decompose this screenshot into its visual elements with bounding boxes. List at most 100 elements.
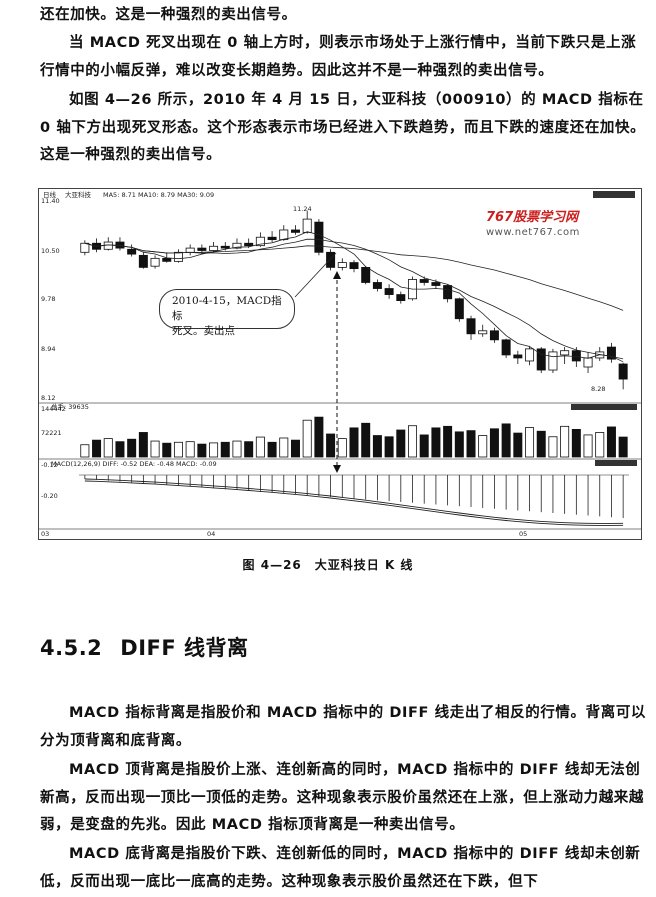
site-watermark: 767股票学习网 www.net767.com <box>486 206 580 238</box>
kline-chart: 日线 大亚科技 MA5: 8.71 MA10: 8.79 MA30: 9.09 … <box>39 190 641 538</box>
volume-bar <box>525 427 535 458</box>
price-label-top: 11.40 <box>41 197 60 205</box>
volume-bar <box>501 423 511 458</box>
volume-bar <box>92 439 102 458</box>
volume-bar <box>361 422 371 458</box>
candle-body <box>197 247 207 251</box>
candle-body <box>454 298 464 320</box>
callout-line-1: 2010-4-15，MACD指标 <box>172 295 282 322</box>
macd-label-top: -0.12 <box>41 461 58 469</box>
volume-bar <box>326 433 336 458</box>
chart-tag-volume <box>571 404 637 410</box>
volume-bar <box>372 435 382 458</box>
candle-body <box>478 330 488 335</box>
candle-body <box>244 242 254 247</box>
candle-body <box>618 363 628 380</box>
candle-body <box>384 288 394 295</box>
volume-bar <box>548 436 558 458</box>
candle-body <box>349 262 359 270</box>
candle-body <box>396 294 406 302</box>
chart-tag-top <box>593 191 635 198</box>
volume-label-mid: 72221 <box>41 429 62 437</box>
volume-bar <box>115 441 125 458</box>
volume-bar <box>384 436 394 458</box>
volume-bar <box>255 436 265 458</box>
candle-body <box>501 339 511 356</box>
death-cross-callout: 2010-4-15，MACD指标 死叉。卖出点 <box>159 289 295 337</box>
volume-bar <box>138 432 148 458</box>
volume-bar <box>595 432 605 458</box>
paragraph-example: 如图 4—26 所示，2010 年 4 月 15 日，大亚科技（000910）的… <box>40 92 646 163</box>
candle-body <box>127 248 137 255</box>
candle-body <box>372 282 382 289</box>
signal-arrow-down <box>333 465 341 473</box>
low-price-label: 8.28 <box>591 385 605 393</box>
candle-body <box>80 242 90 253</box>
x-label-05: 05 <box>519 530 527 538</box>
callout-line-2: 死叉。卖出点 <box>172 325 235 337</box>
candle-body <box>290 229 300 233</box>
candle-body <box>150 257 160 267</box>
volume-bar <box>314 416 324 458</box>
volume-bar <box>396 429 406 458</box>
volume-bar <box>279 437 289 458</box>
candle-body <box>560 350 570 356</box>
candle-body <box>138 254 148 268</box>
candle-body <box>536 348 546 371</box>
volume-bar <box>337 438 347 458</box>
x-label-04: 04 <box>207 530 215 538</box>
candle-body <box>302 218 312 233</box>
candle-body <box>431 282 441 286</box>
paragraph-bottom-divergence: MACD 底背离是指股价下跌、连创新低的同时，MACD 指标中的 DIFF 线却… <box>40 846 641 890</box>
macd-label-bottom: -0.20 <box>41 492 58 500</box>
volume-bar <box>560 425 570 458</box>
volume-bar <box>162 442 172 458</box>
candle-body <box>103 241 113 250</box>
volume-bar <box>431 427 441 458</box>
volume-bar <box>290 439 300 458</box>
candle-body <box>162 257 172 262</box>
volume-bar <box>513 432 523 458</box>
volume-bar <box>150 440 160 458</box>
volume-bar <box>232 440 242 458</box>
volume-bar <box>618 436 628 458</box>
volume-bar <box>606 426 616 458</box>
price-label-4: 8.94 <box>41 345 55 353</box>
volume-bar <box>209 442 219 458</box>
volume-bar <box>454 431 464 458</box>
ma30-line <box>84 242 624 311</box>
volume-bar <box>173 441 183 458</box>
volume-bar <box>103 438 113 458</box>
price-label-2: 10.50 <box>41 247 60 255</box>
figure-caption: 图 4—26 大亚科技日 K 线 <box>242 558 414 572</box>
volume-label-top: 144442 <box>41 405 66 413</box>
price-label-bottom: 8.12 <box>41 394 55 402</box>
x-label-03: 03 <box>41 530 49 538</box>
watermark-brand: 767股票学习网 <box>486 210 579 225</box>
candle-body <box>209 245 219 251</box>
chart-header-label: 日线 <box>43 190 57 199</box>
dea-line <box>84 480 624 526</box>
paragraph-above-zero: 当 MACD 死叉出现在 0 轴上方时，则表示市场处于上涨行情中，当前下跌只是上… <box>40 35 637 79</box>
volume-bar <box>80 444 90 458</box>
high-price-label: 11.24 <box>293 205 312 213</box>
paragraph-top-divergence: MACD 顶背离是指股价上涨、连创新高的同时，MACD 指标中的 DIFF 线却… <box>40 762 644 833</box>
candle-body <box>314 221 324 253</box>
candle-body <box>525 348 535 362</box>
chart-tag-macd <box>595 460 637 466</box>
volume-bar <box>571 428 581 458</box>
section-heading: 4.5.2 DIFF 线背离 <box>40 632 249 662</box>
candle-body <box>185 247 195 253</box>
volume-bar <box>267 441 277 458</box>
volume-bar <box>185 441 195 458</box>
volume-bar <box>536 430 546 458</box>
chart-header-stock: 大亚科技 <box>65 190 92 199</box>
candle-body <box>279 229 289 241</box>
volume-bar <box>408 425 418 458</box>
volume-info: 总手: 39635 <box>51 402 89 411</box>
diff-line <box>84 478 624 524</box>
volume-bar <box>583 434 593 458</box>
candle-body <box>220 245 230 249</box>
section-number: 4.5.2 <box>40 636 103 660</box>
candle-body <box>419 279 429 283</box>
